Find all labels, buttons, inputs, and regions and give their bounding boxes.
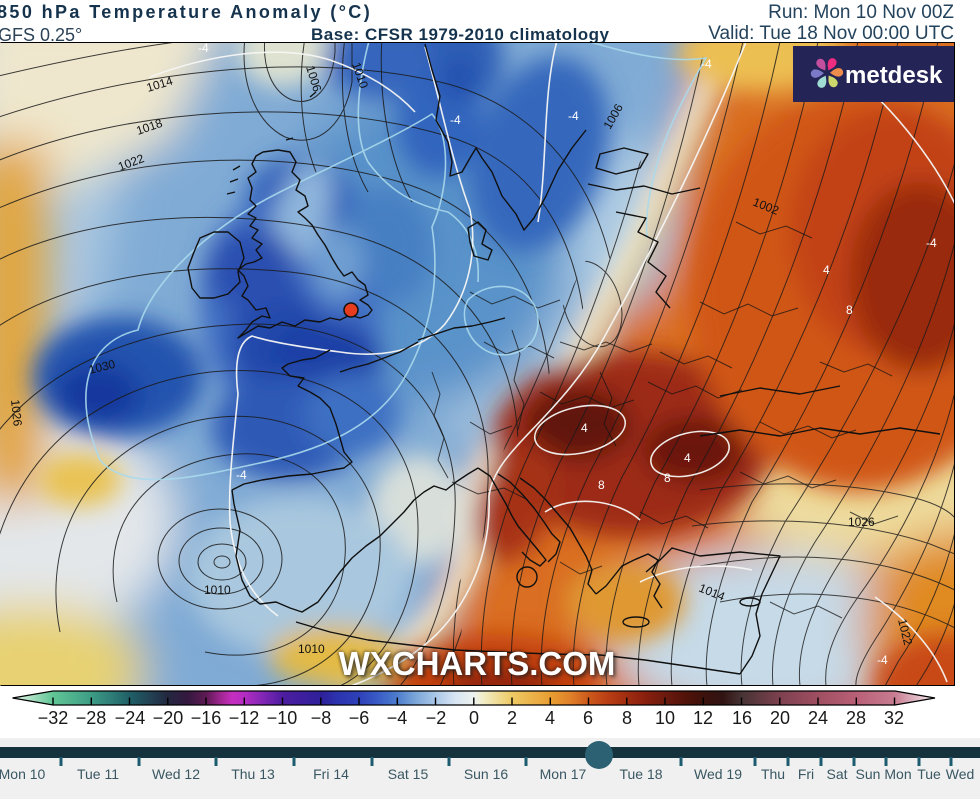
svg-text:4: 4 — [684, 451, 691, 465]
svg-text:metdesk: metdesk — [845, 62, 943, 89]
svg-text:8: 8 — [846, 303, 853, 317]
svg-text:1022: 1022 — [895, 617, 915, 647]
svg-text:8: 8 — [664, 471, 671, 485]
svg-text:1030: 1030 — [87, 357, 117, 377]
svg-text:WXCHARTS.COM: WXCHARTS.COM — [339, 645, 616, 682]
svg-text:1026: 1026 — [848, 515, 875, 529]
svg-text:-4: -4 — [877, 653, 888, 667]
svg-text:1026: 1026 — [8, 399, 25, 427]
svg-text:-4: -4 — [701, 57, 712, 71]
svg-text:4: 4 — [581, 421, 588, 435]
svg-text:1010: 1010 — [298, 642, 325, 656]
svg-text:-4: -4 — [198, 42, 209, 55]
svg-text:-4: -4 — [926, 236, 937, 250]
svg-text:-4: -4 — [236, 468, 247, 482]
svg-text:4: 4 — [823, 263, 830, 277]
svg-text:-4: -4 — [568, 109, 579, 123]
svg-text:1010: 1010 — [204, 583, 231, 597]
svg-text:-4: -4 — [450, 113, 461, 127]
svg-text:8: 8 — [598, 478, 605, 492]
